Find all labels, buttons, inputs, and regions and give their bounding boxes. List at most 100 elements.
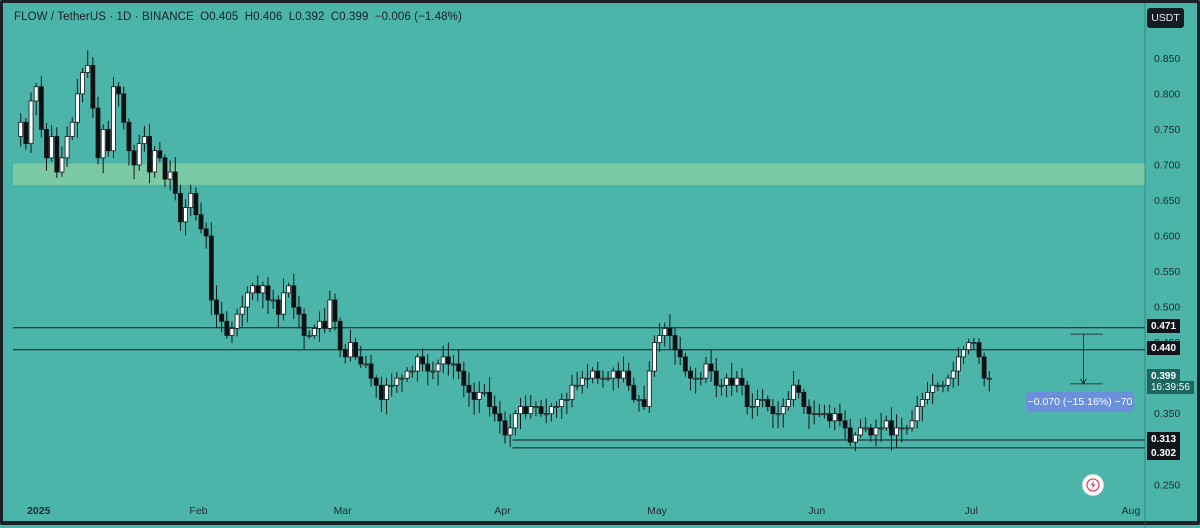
candle[interactable] <box>420 348 425 372</box>
candle[interactable] <box>353 337 359 360</box>
candle[interactable] <box>219 301 225 333</box>
candle[interactable] <box>59 146 65 177</box>
candle[interactable] <box>852 432 858 452</box>
candle[interactable] <box>152 146 158 178</box>
candle[interactable] <box>311 324 317 339</box>
candle[interactable] <box>172 156 178 201</box>
candle[interactable] <box>260 281 266 309</box>
candle[interactable] <box>445 342 451 376</box>
candle[interactable] <box>832 407 838 431</box>
candle[interactable] <box>487 377 492 417</box>
candle[interactable] <box>734 371 740 393</box>
candle[interactable] <box>131 144 137 180</box>
candle[interactable] <box>49 125 55 162</box>
candle[interactable] <box>203 222 209 249</box>
candle[interactable] <box>105 120 111 157</box>
time-axis[interactable]: 2025 Feb Mar Apr May Jun Jul Aug <box>27 505 1140 517</box>
candlestick-chart[interactable]: 0.2500.3000.3500.4000.4500.5000.5500.600… <box>3 3 1200 528</box>
candle[interactable] <box>121 86 127 130</box>
candle[interactable] <box>914 395 920 429</box>
candle[interactable] <box>69 117 75 140</box>
candle[interactable] <box>631 377 637 403</box>
candle[interactable] <box>389 373 395 397</box>
candle[interactable] <box>497 401 503 434</box>
candle[interactable] <box>507 413 513 448</box>
candle[interactable] <box>90 57 96 118</box>
candles[interactable] <box>18 50 992 452</box>
candle[interactable] <box>693 367 699 394</box>
candle[interactable] <box>755 389 760 417</box>
candle[interactable] <box>214 285 219 329</box>
candle[interactable] <box>255 275 261 302</box>
candle[interactable] <box>739 368 745 396</box>
candle[interactable] <box>858 419 863 438</box>
candle[interactable] <box>621 356 626 383</box>
candle[interactable] <box>966 338 972 355</box>
candle[interactable] <box>945 374 951 392</box>
candle[interactable] <box>554 401 559 418</box>
candle[interactable] <box>167 160 173 191</box>
candle[interactable] <box>440 345 446 374</box>
candle[interactable] <box>528 395 534 419</box>
candle[interactable] <box>863 417 869 433</box>
candle[interactable] <box>585 363 590 389</box>
candle[interactable] <box>147 123 152 184</box>
candle[interactable] <box>270 289 276 309</box>
candle[interactable] <box>543 398 549 424</box>
candle[interactable] <box>518 397 523 430</box>
candle[interactable] <box>368 354 374 387</box>
candle[interactable] <box>44 122 49 171</box>
candle[interactable] <box>456 349 462 380</box>
candle[interactable] <box>348 329 353 362</box>
candle[interactable] <box>286 282 292 298</box>
candle[interactable] <box>919 392 925 422</box>
candle[interactable] <box>724 373 729 398</box>
candle[interactable] <box>610 367 616 391</box>
candle[interactable] <box>245 286 250 323</box>
candle[interactable] <box>981 352 987 387</box>
candle[interactable] <box>785 391 791 411</box>
candle[interactable] <box>986 371 992 392</box>
candle[interactable] <box>425 354 431 386</box>
candle[interactable] <box>54 127 60 178</box>
candle[interactable] <box>652 335 657 377</box>
candle[interactable] <box>482 383 487 397</box>
candle[interactable] <box>80 68 85 103</box>
candle[interactable] <box>384 378 389 415</box>
candle[interactable] <box>23 117 29 150</box>
candle[interactable] <box>178 184 183 231</box>
candle[interactable] <box>394 371 400 393</box>
candle[interactable] <box>111 76 116 158</box>
candle[interactable] <box>961 345 966 365</box>
candle[interactable] <box>126 118 132 166</box>
candle[interactable] <box>492 395 498 422</box>
candle[interactable] <box>605 371 611 382</box>
candle[interactable] <box>337 317 343 358</box>
candle[interactable] <box>239 295 245 327</box>
candle[interactable] <box>548 403 554 422</box>
candle[interactable] <box>657 323 662 352</box>
candle[interactable] <box>208 222 214 316</box>
candle[interactable] <box>430 361 436 380</box>
candle[interactable] <box>342 343 348 364</box>
candle[interactable] <box>33 82 39 116</box>
candle[interactable] <box>141 125 147 152</box>
candle[interactable] <box>713 358 719 398</box>
candle[interactable] <box>749 393 755 419</box>
candle[interactable] <box>909 410 915 432</box>
candle[interactable] <box>873 419 879 447</box>
candle[interactable] <box>64 126 70 167</box>
candle[interactable] <box>250 282 255 301</box>
candle[interactable] <box>816 403 822 418</box>
candle[interactable] <box>971 337 977 350</box>
candle[interactable] <box>719 378 724 396</box>
candle[interactable] <box>791 371 796 407</box>
candle[interactable] <box>672 327 678 365</box>
candle[interactable] <box>193 187 199 221</box>
candle[interactable] <box>883 415 889 431</box>
candle[interactable] <box>322 307 328 334</box>
candle[interactable] <box>868 423 874 442</box>
candle[interactable] <box>847 418 853 447</box>
candle[interactable] <box>100 124 106 174</box>
candle[interactable] <box>188 184 194 217</box>
